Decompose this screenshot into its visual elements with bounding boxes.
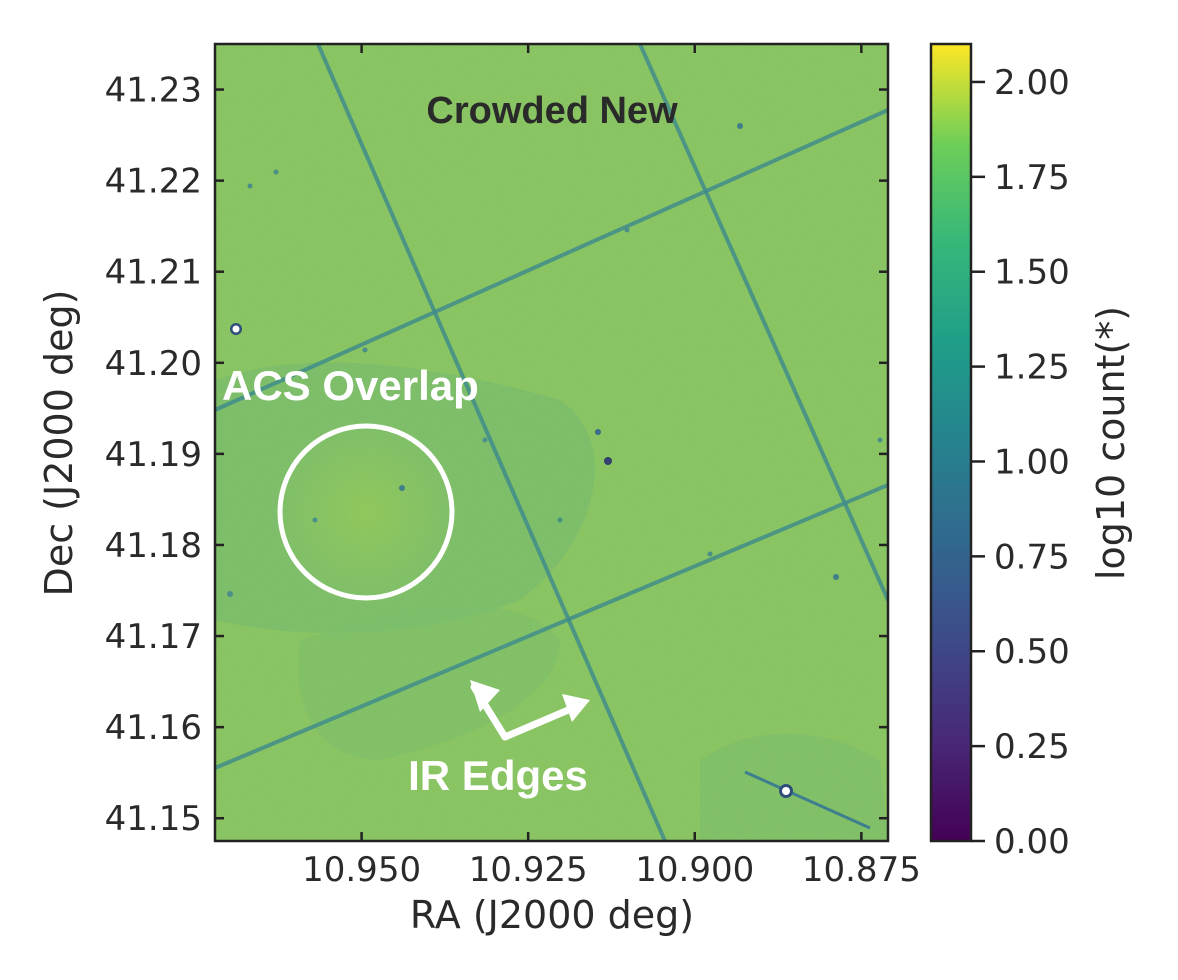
- saturated-star-core: [232, 325, 240, 333]
- acs-overlap-label: ACS Overlap: [222, 362, 479, 409]
- colorbar-tick-label: 1.75: [994, 158, 1070, 198]
- point-source: [557, 517, 563, 523]
- point-source: [227, 591, 233, 597]
- colorbar: [931, 44, 971, 841]
- point-source: [833, 574, 839, 580]
- x-axis-ticks: 10.950 10.925 10.900 10.875: [302, 44, 921, 890]
- colorbar-tick-label: 0.75: [994, 537, 1070, 577]
- point-source: [312, 517, 318, 523]
- y-tick-label: 41.20: [105, 344, 202, 384]
- ir-edge-line: [215, 483, 888, 770]
- point-source: [877, 437, 883, 443]
- colorbar-tick-label: 2.00: [994, 63, 1070, 103]
- x-tick-label: 10.900: [635, 850, 754, 890]
- colorbar-tick-label: 0.25: [994, 727, 1070, 767]
- point-source: [624, 227, 630, 233]
- y-tick-label: 41.23: [105, 71, 202, 111]
- colorbar-tick-label: 1.50: [994, 253, 1070, 293]
- point-source: [273, 169, 279, 175]
- point-sources: [227, 123, 883, 830]
- point-source: [604, 457, 612, 465]
- acs-overlap-glow: [271, 417, 461, 607]
- saturated-star-core: [782, 787, 790, 795]
- point-source: [247, 183, 253, 189]
- y-tick-label: 41.18: [105, 526, 202, 566]
- acs-overlap-circle: [277, 423, 455, 601]
- arrow-head-left: [470, 680, 500, 712]
- y-axis-label: Dec (J2000 deg): [37, 290, 81, 597]
- y-axis-ticks: 41.15 41.16 41.17 41.18 41.19 41.20 41.21 41.22…: [105, 71, 888, 839]
- heatmap-plot: [215, 44, 888, 841]
- y-tick-label: 41.21: [105, 253, 202, 293]
- colorbar-tick-label: 1.00: [994, 442, 1070, 482]
- y-tick-label: 41.17: [105, 617, 202, 657]
- y-tick-label: 41.19: [105, 435, 202, 475]
- colorbar-frame: [929, 42, 973, 843]
- x-tick-label: 10.925: [469, 850, 588, 890]
- star-streak: [744, 770, 871, 830]
- ir-edges-label: IR Edges: [408, 752, 588, 799]
- point-source: [399, 485, 405, 491]
- y-tick-label: 41.15: [105, 799, 202, 839]
- ir-edge-line: [215, 108, 888, 412]
- chart-title: Crowded New: [426, 90, 678, 132]
- colorbar-label: log10 count(*): [1089, 306, 1133, 580]
- plot-frame: [213, 42, 890, 843]
- colorbar-ticks: 0.00 0.25 0.50 0.75 1.00 1.25 1.50 1.75 2.00: [971, 63, 1070, 862]
- arrow-head-right: [562, 694, 590, 722]
- point-source: [707, 551, 713, 557]
- point-source: [362, 347, 368, 353]
- x-tick-label: 10.950: [302, 850, 421, 890]
- ir-edge-line: [638, 44, 888, 602]
- colorbar-tick-label: 0.00: [994, 822, 1070, 862]
- y-tick-label: 41.22: [105, 162, 202, 202]
- ir-edge-lines: [215, 44, 888, 841]
- x-axis-label: RA (J2000 deg): [410, 893, 694, 937]
- y-tick-label: 41.16: [105, 708, 202, 748]
- point-source: [595, 429, 601, 435]
- ir-edge-line: [316, 44, 667, 841]
- point-source: [482, 437, 488, 443]
- colorbar-tick-label: 0.50: [994, 632, 1070, 672]
- point-source: [737, 123, 743, 129]
- colorbar-tick-label: 1.25: [994, 348, 1070, 388]
- x-tick-label: 10.875: [802, 850, 921, 890]
